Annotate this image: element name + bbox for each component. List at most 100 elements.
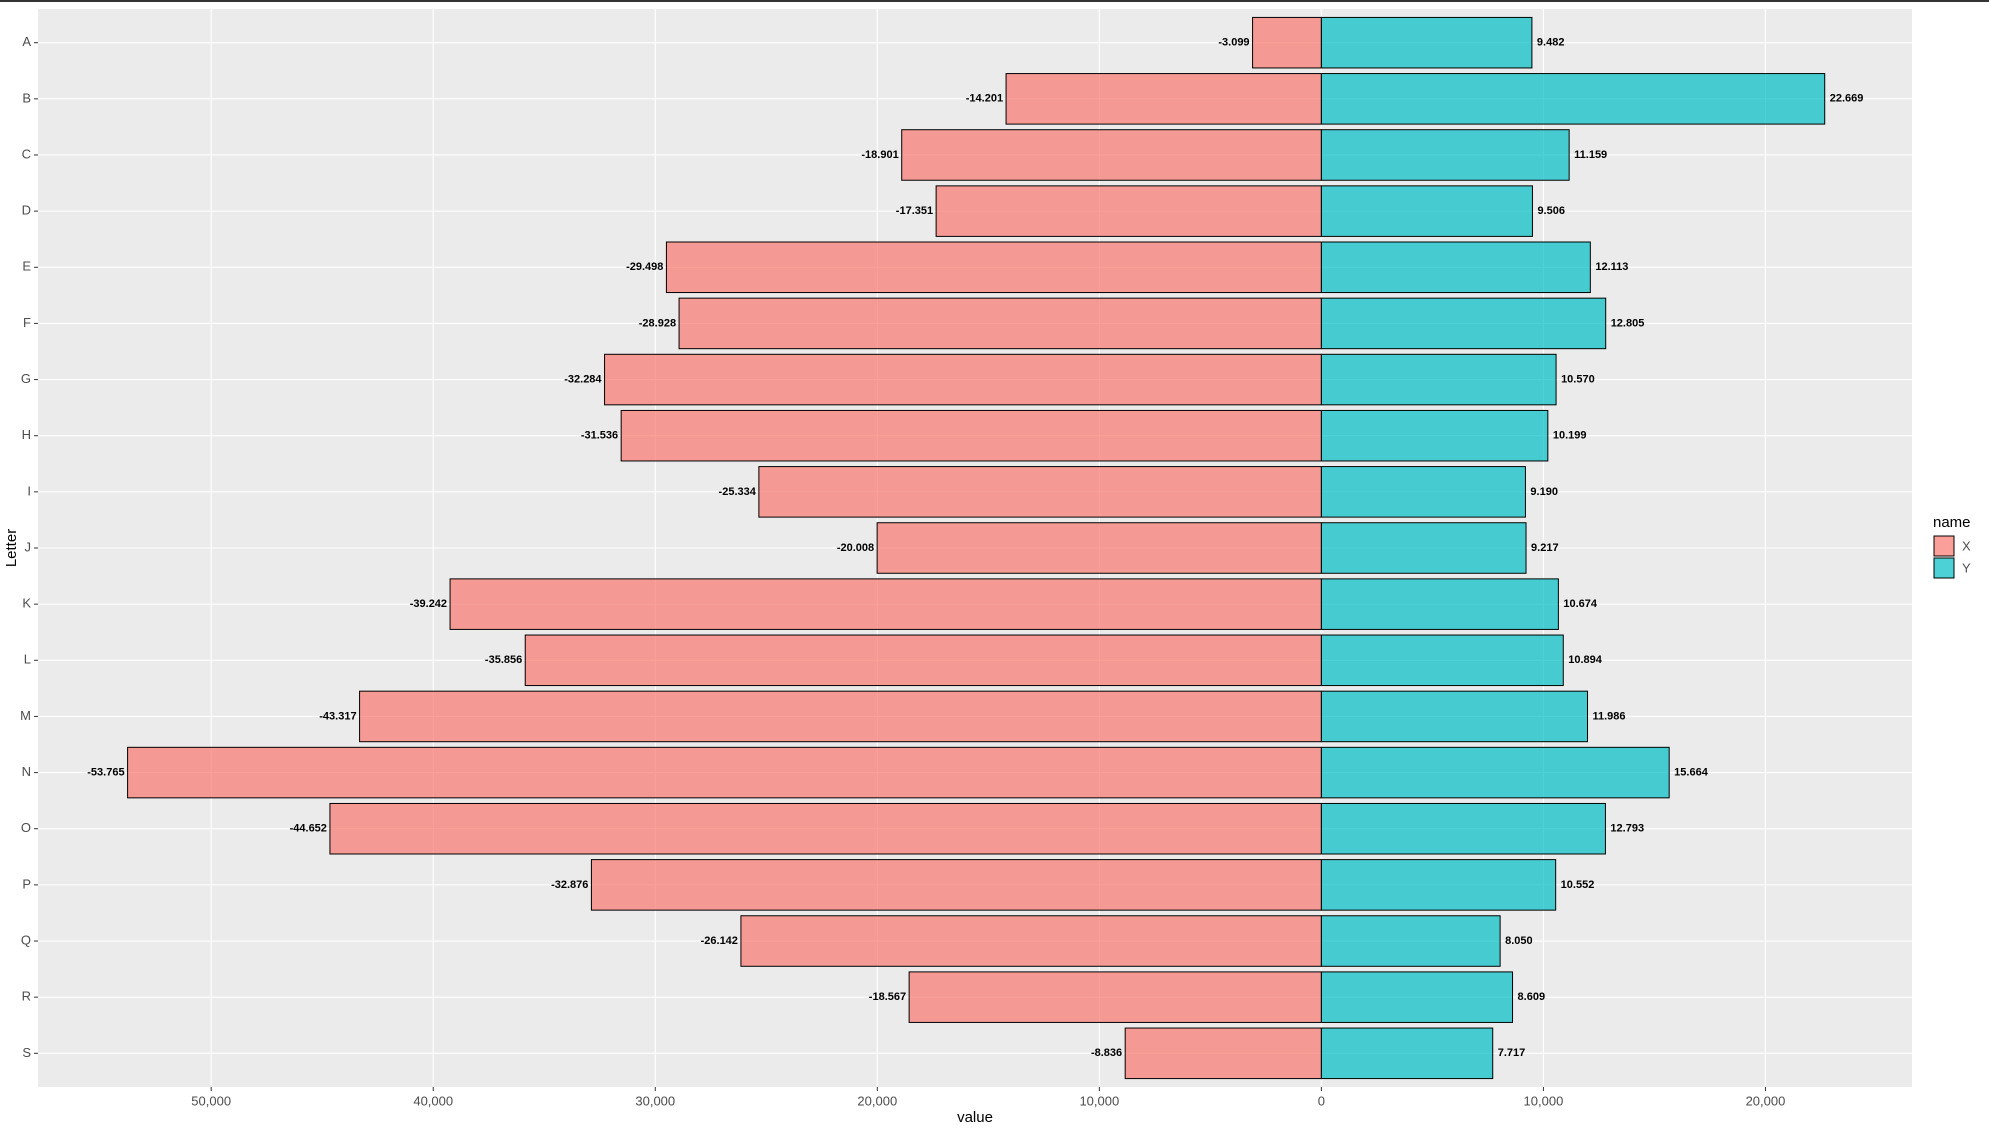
y-tick-label: H [22, 427, 31, 442]
data-label: -31.536 [581, 430, 618, 442]
bar [1320, 522, 1527, 574]
y-axis-title: Letter [3, 529, 20, 567]
bar [1320, 915, 1501, 967]
y-tick-label: L [24, 652, 31, 667]
y-tick-label: O [21, 820, 31, 835]
x-tick-label: 10,000 [1524, 1093, 1564, 1108]
x-tick-label: 20,000 [1746, 1093, 1786, 1108]
data-label: -26.142 [701, 935, 738, 947]
bar [1320, 971, 1514, 1023]
data-label: -3.099 [1218, 37, 1249, 49]
x-tick-label: 10,000 [1079, 1093, 1119, 1108]
bar [1320, 746, 1670, 799]
legend-title: name [1933, 514, 1971, 531]
bar [1320, 634, 1564, 687]
data-label: -44.652 [290, 823, 327, 835]
y-tick-label: P [22, 876, 31, 891]
legend-label: X [1962, 538, 1971, 553]
data-label: 7.717 [1498, 1047, 1526, 1059]
data-label: 9.506 [1537, 205, 1565, 217]
y-tick-label: N [22, 764, 31, 779]
data-label: -32.876 [551, 879, 588, 891]
bar [935, 185, 1322, 237]
bar [665, 241, 1322, 294]
bar [127, 746, 1322, 799]
y-tick-label: B [22, 90, 31, 105]
bar [1320, 16, 1533, 69]
data-label: -17.351 [896, 205, 933, 217]
bar [908, 971, 1322, 1023]
data-label: 8.609 [1518, 991, 1546, 1003]
data-label: -8.836 [1091, 1047, 1122, 1059]
x-axis-title: value [957, 1109, 993, 1126]
data-label: -32.284 [564, 373, 602, 385]
y-tick-label: C [22, 146, 31, 161]
bar [329, 802, 1322, 855]
bar [901, 129, 1322, 181]
bar [359, 690, 1322, 743]
data-label: 8.050 [1505, 935, 1533, 947]
data-label: 9.190 [1530, 486, 1558, 498]
x-tick-label: 50,000 [191, 1093, 231, 1108]
bar [758, 466, 1322, 518]
data-label: -53.765 [87, 766, 124, 778]
bar [1320, 802, 1606, 855]
data-label: 12.113 [1595, 261, 1628, 273]
bar [449, 578, 1322, 630]
legend-swatch [1933, 535, 1955, 557]
y-tick-label: E [22, 259, 31, 274]
x-tick-label: 40,000 [413, 1093, 453, 1108]
data-label: -18.567 [869, 991, 906, 1003]
bar [1320, 466, 1526, 518]
y-tick-label: F [23, 315, 31, 330]
bar [1320, 129, 1570, 181]
bar [1320, 73, 1826, 125]
x-tick-label: 30,000 [635, 1093, 675, 1108]
bar [1320, 859, 1557, 911]
bar [524, 634, 1322, 687]
bar [1320, 690, 1589, 743]
data-label: 22.669 [1830, 93, 1864, 105]
x-tick-label: 20,000 [857, 1093, 897, 1108]
data-label: -25.334 [719, 486, 757, 498]
bar [1005, 73, 1322, 125]
y-tick-label: D [22, 203, 31, 218]
legend-label: Y [1962, 560, 1971, 575]
data-label: 15.664 [1674, 766, 1709, 778]
data-label: 10.199 [1553, 430, 1587, 442]
bar [1320, 409, 1549, 462]
y-tick-label: S [22, 1045, 31, 1060]
x-tick-label: 0 [1318, 1093, 1325, 1108]
bar [1124, 1027, 1322, 1080]
data-label: -35.856 [485, 654, 522, 666]
data-label: -28.928 [639, 317, 676, 329]
y-tick-label: Q [21, 932, 31, 947]
bar [740, 915, 1322, 967]
y-tick-label: I [27, 483, 31, 498]
data-label: 10.674 [1563, 598, 1598, 610]
y-tick-label: K [22, 596, 31, 611]
y-tick-label: R [22, 989, 31, 1004]
data-label: -20.008 [837, 542, 874, 554]
y-tick-label: J [25, 539, 32, 554]
data-label: 11.986 [1593, 710, 1626, 722]
bar [1320, 185, 1533, 237]
legend-swatch [1933, 557, 1955, 579]
data-label: -43.317 [319, 710, 356, 722]
bar [1320, 241, 1591, 294]
bar [1320, 578, 1559, 630]
bar [1320, 297, 1607, 350]
data-label: 9.482 [1537, 37, 1565, 49]
data-label: 12.805 [1611, 317, 1645, 329]
data-label: 10.552 [1561, 879, 1595, 891]
data-label: 10.570 [1561, 373, 1595, 385]
data-label: -29.498 [626, 261, 663, 273]
bar [1320, 1027, 1494, 1080]
data-label: 10.894 [1568, 654, 1603, 666]
y-tick-label: G [21, 371, 31, 386]
bar [590, 859, 1322, 911]
y-tick-label: A [22, 34, 31, 49]
data-label: -39.242 [410, 598, 447, 610]
data-label: 11.159 [1574, 149, 1607, 161]
